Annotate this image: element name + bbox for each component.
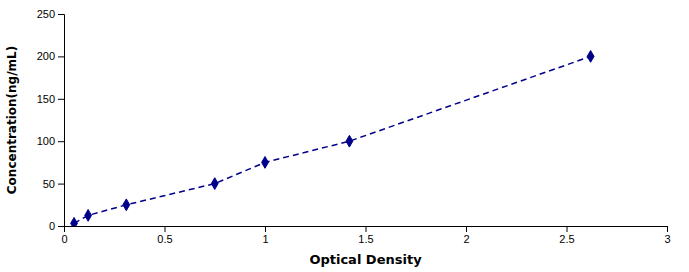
tick-label: 0 bbox=[49, 220, 55, 232]
tick: 1.5 bbox=[358, 226, 373, 245]
point bbox=[346, 135, 353, 147]
tick-mark bbox=[567, 226, 568, 232]
tick-mark bbox=[58, 14, 64, 15]
tick-label: 200 bbox=[37, 50, 55, 62]
tick-label: 150 bbox=[37, 93, 55, 105]
point bbox=[85, 210, 92, 222]
tick-mark bbox=[366, 226, 367, 232]
axis-line bbox=[65, 227, 668, 233]
tick: 1 bbox=[262, 226, 268, 245]
plot: 0 0.5 1 1.5 2 2.5 3 0 50 100 150 200 250 bbox=[37, 8, 671, 245]
point bbox=[211, 178, 218, 190]
tick: 3 bbox=[664, 226, 670, 245]
tick: 200 bbox=[37, 50, 64, 62]
y-axis-title: Concentration(ng/mL) bbox=[5, 46, 19, 194]
tick-label: 2 bbox=[463, 233, 469, 245]
tick-mark bbox=[58, 56, 64, 57]
tick: 2 bbox=[463, 226, 469, 245]
tick: 0.5 bbox=[157, 226, 172, 245]
tick-label: 100 bbox=[37, 135, 55, 147]
tick-mark bbox=[58, 99, 64, 100]
tick: 100 bbox=[37, 135, 64, 147]
point bbox=[123, 199, 130, 211]
tick: 2.5 bbox=[559, 226, 574, 245]
tick-label: 3 bbox=[664, 233, 670, 245]
point bbox=[262, 157, 269, 169]
tick: 150 bbox=[37, 93, 64, 105]
tick-mark bbox=[58, 184, 64, 185]
tick: 250 bbox=[37, 8, 64, 20]
tick-label: 1.5 bbox=[358, 233, 373, 245]
tick: 0 bbox=[49, 220, 64, 232]
chart: 0 0.5 1 1.5 2 2.5 3 0 50 100 150 200 250 Optical Dens… bbox=[0, 0, 689, 272]
tick-label: 2.5 bbox=[559, 233, 574, 245]
tick-mark bbox=[265, 226, 266, 232]
tick-mark bbox=[165, 226, 166, 232]
x-axis: 0 0.5 1 1.5 2 2.5 3 bbox=[61, 226, 670, 245]
tick-label: 50 bbox=[43, 178, 55, 190]
point bbox=[587, 51, 594, 63]
tick-label: 0.5 bbox=[157, 233, 172, 245]
tick-mark bbox=[667, 226, 668, 232]
tick-mark bbox=[58, 141, 64, 142]
tick: 0 bbox=[61, 226, 67, 245]
axis-line bbox=[58, 15, 65, 227]
tick-mark bbox=[466, 226, 467, 232]
line bbox=[74, 56, 591, 223]
y-axis: 0 50 100 150 200 250 bbox=[37, 8, 65, 232]
tick-mark bbox=[58, 226, 64, 227]
tick-label: 0 bbox=[61, 233, 67, 245]
point bbox=[71, 217, 78, 226]
tick-label: 250 bbox=[37, 8, 55, 20]
x-axis-title: Optical Density bbox=[309, 252, 422, 267]
marks bbox=[71, 51, 594, 226]
tick-label: 1 bbox=[262, 233, 268, 245]
tick: 50 bbox=[43, 178, 64, 190]
